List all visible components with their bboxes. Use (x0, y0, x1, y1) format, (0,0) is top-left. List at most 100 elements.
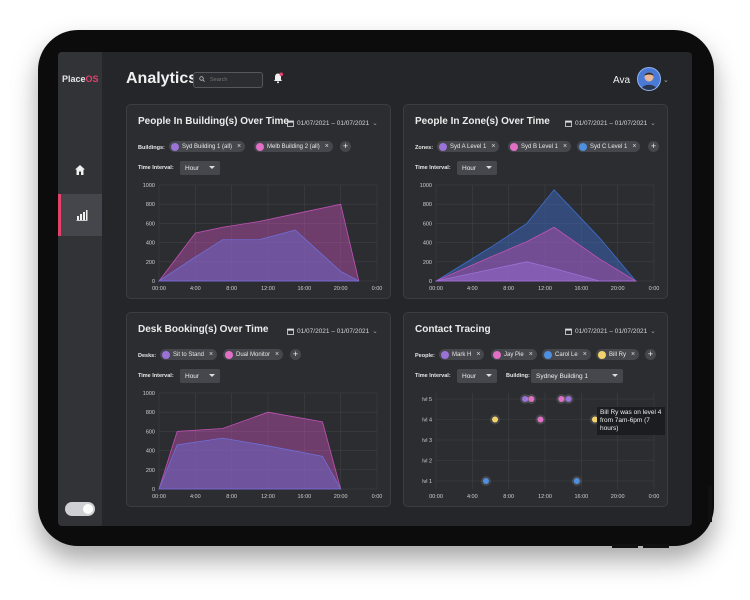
chip-label: Syd Building 1 (all) (182, 143, 233, 150)
card-title: People In Zone(s) Over Time (415, 116, 550, 127)
close-icon[interactable]: × (563, 143, 568, 150)
sidebar-item-analytics[interactable] (58, 194, 102, 236)
y-tick-label: 1000 (143, 391, 155, 397)
chip-syd-a-level-1[interactable]: Syd A Level 1 × (437, 141, 500, 152)
scatter-point (482, 478, 489, 484)
x-tick-label: 4:00 (190, 494, 201, 500)
chip-label: Mark H (452, 351, 472, 358)
chevron-down-icon[interactable]: ⌄ (663, 77, 669, 84)
chip-carol-le[interactable]: Carol Le × (542, 349, 591, 360)
building-select[interactable]: Sydney Building 1 (531, 369, 623, 383)
y-tick-label: 400 (146, 449, 155, 455)
close-icon[interactable]: × (476, 351, 481, 358)
x-tick-label: 16:00 (297, 286, 311, 292)
chip-melb-building-2[interactable]: Melb Building 2 (all) × (254, 141, 333, 152)
x-tick-label: 0:00 (372, 286, 383, 292)
close-icon[interactable]: × (275, 351, 280, 358)
y-tick-label: lvl 3 (422, 438, 432, 444)
chip-bill-ry[interactable]: Bill Ry × (596, 349, 640, 360)
x-tick-label: 8:00 (503, 494, 514, 500)
close-icon[interactable]: × (528, 351, 533, 358)
device-bottom-button (643, 544, 669, 548)
date-range-picker[interactable]: 01/07/2021 – 01/07/2021 ⌄ (565, 119, 656, 127)
sidebar: PlaceOS (58, 52, 102, 526)
color-dot (439, 142, 447, 151)
filter-label: Zones: (415, 145, 434, 151)
close-icon[interactable]: × (237, 143, 242, 150)
bar-chart-icon (76, 210, 87, 221)
date-range-picker[interactable]: 01/07/2021 – 01/07/2021 ⌄ (287, 327, 378, 335)
close-icon[interactable]: × (209, 351, 214, 358)
caret-down-icon (486, 374, 492, 377)
y-tick-label: lvl 1 (422, 479, 432, 485)
y-tick-label: 400 (146, 241, 155, 247)
area-series-0 (158, 203, 360, 282)
chip-label: Carol Le (555, 351, 578, 358)
logo[interactable]: PlaceOS (62, 74, 99, 84)
filter-label: Desks: (138, 353, 157, 359)
app-screen: PlaceOS Analytics Ava ⌄ People In Buildi… (58, 52, 692, 526)
chip-jay-pie[interactable]: Jay Pie × (491, 349, 537, 360)
add-filter-button[interactable]: + (648, 141, 659, 152)
y-tick-label: 0 (152, 279, 155, 285)
date-range-picker[interactable]: 01/07/2021 – 01/07/2021 ⌄ (287, 119, 378, 127)
chip-label: Jay Pie (504, 351, 524, 358)
close-icon[interactable]: × (632, 143, 637, 150)
chip-syd-c-level-1[interactable]: Syd C Level 1 × (577, 141, 641, 152)
close-icon[interactable]: × (491, 143, 496, 150)
calendar-icon (287, 120, 294, 127)
search-box[interactable] (193, 72, 263, 88)
chip-mark-h[interactable]: Mark H × (439, 349, 485, 360)
area-series-2 (435, 261, 636, 282)
chip-dual-monitor[interactable]: Dual Monitor × (223, 349, 284, 360)
chip-syd-building-1[interactable]: Syd Building 1 (all) × (169, 141, 246, 152)
chip-sit-to-stand[interactable]: Sit to Stand × (160, 349, 218, 360)
chevron-down-icon: ⌄ (650, 328, 656, 335)
color-dot (162, 350, 170, 359)
interval-select[interactable]: Hour (180, 369, 220, 383)
interval-label: Time Interval: (415, 373, 451, 379)
add-filter-button[interactable]: + (340, 141, 351, 152)
interval-select[interactable]: Hour (180, 161, 220, 175)
add-filter-button[interactable]: + (290, 349, 301, 360)
page-title: Analytics (126, 70, 198, 87)
device-bottom-button (612, 544, 638, 548)
scatter-point (528, 396, 535, 402)
chevron-down-icon: ⌄ (372, 120, 378, 127)
x-tick-label: 12:00 (538, 286, 552, 292)
x-tick-label: 20:00 (334, 286, 348, 292)
color-dot (493, 350, 501, 359)
user-name[interactable]: Ava (613, 75, 631, 86)
close-icon[interactable]: × (324, 143, 329, 150)
theme-toggle[interactable] (65, 502, 95, 516)
interval-select[interactable]: Hour (457, 161, 497, 175)
x-tick-label: 8:00 (503, 286, 514, 292)
chart-people-in-zones: 0 200 400 600 800 1000 00:00 4:00 8:00 12:00 16:00… (420, 183, 660, 292)
sidebar-item-home[interactable] (58, 149, 102, 191)
search-input[interactable] (210, 74, 258, 85)
color-dot (510, 142, 518, 151)
add-filter-button[interactable]: + (645, 349, 656, 360)
y-tick-label: 800 (423, 202, 432, 208)
interval-value: Hour (462, 372, 477, 380)
close-icon[interactable]: × (582, 351, 587, 358)
notification-bell-icon[interactable] (272, 72, 284, 84)
interval-select[interactable]: Hour (457, 369, 497, 383)
x-tick-label: 12:00 (261, 494, 275, 500)
calendar-icon (287, 328, 294, 335)
x-tick-label: 00:00 (429, 494, 443, 500)
chip-label: Syd C Level 1 (590, 143, 628, 150)
close-icon[interactable]: × (631, 351, 636, 358)
date-range-picker[interactable]: 01/07/2021 – 01/07/2021 ⌄ (565, 327, 656, 335)
avatar[interactable] (637, 67, 661, 91)
x-tick-label: 0:00 (372, 494, 383, 500)
caret-down-icon (209, 166, 215, 169)
color-dot (171, 142, 179, 151)
x-tick-label: 8:00 (226, 494, 237, 500)
scatter-point (537, 416, 544, 423)
y-tick-label: 800 (146, 410, 155, 416)
chip-syd-b-level-1[interactable]: Syd B Level 1 × (508, 141, 572, 152)
interval-value: Hour (185, 164, 200, 172)
scatter-point (591, 416, 598, 423)
y-tick-label: 600 (146, 221, 155, 227)
